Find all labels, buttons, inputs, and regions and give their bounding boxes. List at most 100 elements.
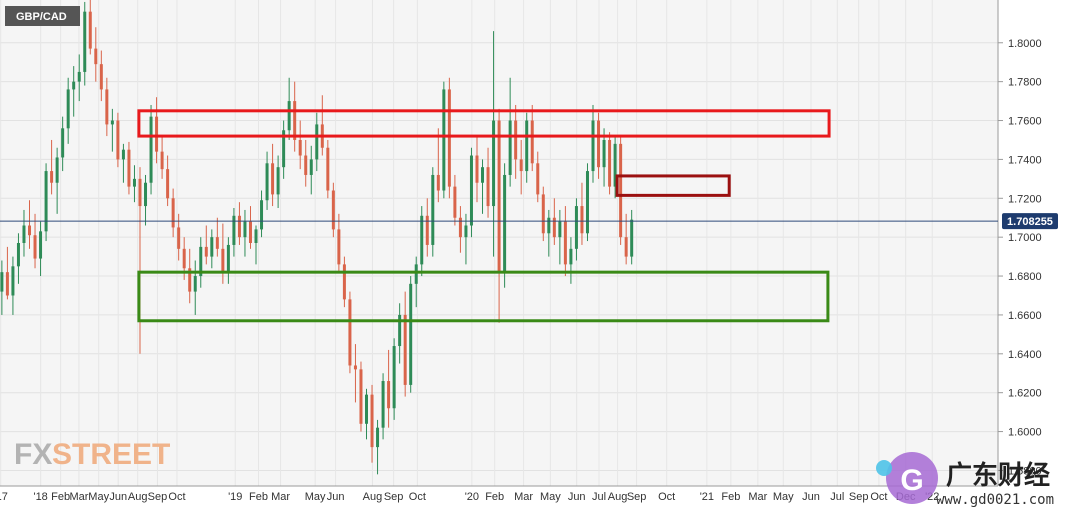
- bullish-candle: [61, 128, 65, 158]
- bearish-candle: [237, 215, 241, 238]
- time-tick-label: Mar: [271, 491, 290, 503]
- bullish-candle: [11, 266, 15, 296]
- time-axis-background: [0, 486, 998, 510]
- bullish-candle: [398, 314, 402, 347]
- bearish-candle: [155, 116, 159, 152]
- time-tick-label: Jul: [830, 491, 844, 503]
- time-tick-label: '18: [33, 491, 47, 503]
- bearish-candle: [188, 268, 192, 292]
- time-tick-label: May: [773, 491, 794, 503]
- bearish-candle: [519, 159, 523, 172]
- time-tick-label: '17: [0, 491, 8, 503]
- bearish-candle: [359, 369, 363, 424]
- time-tick-label: Feb: [51, 491, 70, 503]
- bearish-candle: [166, 169, 170, 199]
- time-tick-label: Aug: [128, 491, 148, 503]
- time-tick-label: May: [540, 491, 561, 503]
- bearish-candle: [597, 120, 601, 168]
- bearish-candle: [403, 314, 407, 385]
- bearish-candle: [453, 186, 457, 218]
- bearish-candle: [105, 89, 109, 125]
- symbol-label: GBP/CAD: [16, 11, 67, 23]
- bearish-candle: [563, 221, 567, 265]
- time-tick-label: Jun: [109, 491, 127, 503]
- bearish-candle: [215, 237, 219, 249]
- bullish-candle: [365, 394, 369, 424]
- bullish-candle: [282, 130, 286, 168]
- bullish-candle: [66, 89, 70, 129]
- bearish-candle: [436, 174, 440, 191]
- time-tick-label: Feb: [485, 491, 504, 503]
- bearish-candle: [541, 194, 545, 234]
- bearish-candle: [624, 237, 628, 257]
- bullish-candle: [55, 157, 59, 183]
- bullish-candle: [39, 231, 43, 259]
- bullish-candle: [77, 71, 81, 82]
- watermark-logo-letter: G: [900, 464, 923, 497]
- bullish-candle: [409, 283, 413, 385]
- watermark-logo-accent: [876, 460, 892, 476]
- bearish-candle: [447, 89, 451, 187]
- time-tick-label: Sep: [148, 491, 168, 503]
- bearish-candle: [326, 147, 330, 191]
- bullish-candle: [199, 246, 203, 277]
- price-tick-label: 1.8000: [1008, 38, 1042, 50]
- bullish-candle: [591, 120, 595, 172]
- price-axis-ticks: 1.8000 1.7800 1.7600 1.7400 1.7200 1.7000 1.68…: [998, 38, 1042, 477]
- bullish-candle: [431, 174, 435, 245]
- bullish-candle: [569, 248, 573, 265]
- symbol-tag-bg: [5, 6, 80, 26]
- bearish-candle: [182, 248, 186, 269]
- time-tick-label: Oct: [168, 491, 185, 503]
- bullish-candle: [226, 244, 230, 273]
- bearish-candle: [50, 171, 54, 183]
- price-tick-label: 1.7600: [1008, 116, 1042, 128]
- time-tick-label: Feb: [249, 491, 268, 503]
- bearish-candle: [608, 139, 612, 187]
- bullish-candle: [381, 381, 385, 428]
- bearish-candle: [458, 217, 462, 238]
- bearish-candle: [348, 299, 352, 366]
- price-tick-label: 1.6600: [1008, 310, 1042, 322]
- bullish-candle: [243, 221, 247, 238]
- time-tick-label: Mar: [514, 491, 533, 503]
- bearish-candle: [127, 149, 131, 187]
- bearish-candle: [28, 225, 32, 236]
- bullish-candle: [110, 120, 114, 125]
- bearish-candle: [475, 155, 479, 183]
- time-tick-label: '20: [465, 491, 479, 503]
- bullish-candle: [376, 427, 380, 448]
- symbol-tag: GBP/CAD: [5, 6, 80, 26]
- bullish-candle: [210, 237, 214, 257]
- time-tick-label: Aug: [363, 491, 383, 503]
- bullish-candle: [315, 124, 319, 160]
- price-tick-label: 1.7800: [1008, 77, 1042, 89]
- bullish-candle: [464, 225, 468, 238]
- bullish-candle: [558, 221, 562, 238]
- bearish-candle: [177, 227, 181, 249]
- time-tick-label: Feb: [721, 491, 740, 503]
- bearish-candle: [293, 101, 297, 140]
- bullish-candle: [309, 159, 313, 175]
- bullish-candle: [547, 217, 551, 234]
- resistance-zone: [137, 109, 831, 138]
- fxstreet-logo: FX STREET: [14, 438, 170, 471]
- intermediate-resistance-zone: [615, 174, 731, 197]
- bearish-candle: [88, 11, 92, 49]
- bearish-candle: [248, 221, 252, 243]
- bearish-candle: [530, 120, 534, 164]
- fxstreet-logo-street: STREET: [52, 438, 170, 471]
- time-tick-label: Oct: [409, 491, 426, 503]
- fxstreet-logo-fx: FX: [14, 438, 52, 471]
- time-tick-label: Mar: [748, 491, 767, 503]
- bullish-candle: [121, 149, 125, 160]
- bearish-candle: [331, 190, 335, 230]
- bearish-candle: [204, 246, 208, 257]
- time-tick-label: '19: [228, 491, 242, 503]
- bearish-candle: [221, 248, 225, 273]
- bullish-candle: [260, 200, 264, 230]
- bullish-candle: [44, 171, 48, 232]
- site-watermark: G 广东财经 www.gd0021.com: [876, 452, 1054, 508]
